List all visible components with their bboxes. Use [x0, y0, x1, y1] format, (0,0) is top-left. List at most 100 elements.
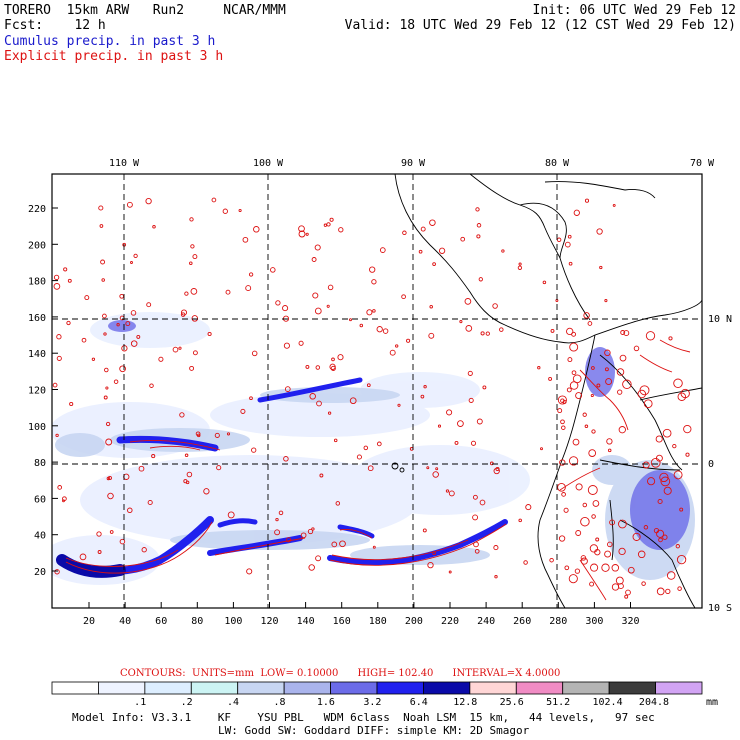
- precip-speck: [492, 303, 498, 309]
- precip-speck: [601, 563, 610, 572]
- precip-speck: [52, 382, 58, 388]
- precip-speck: [550, 328, 555, 333]
- precip-speck: [572, 374, 582, 384]
- lat-label-0: 0: [708, 459, 714, 470]
- precip-speck: [214, 432, 220, 438]
- precip-speck: [275, 517, 279, 522]
- precip-speck: [468, 397, 474, 403]
- precip-speck: [564, 241, 571, 248]
- precip-speck: [339, 540, 346, 548]
- precip-speck: [558, 535, 566, 542]
- precip-speck: [406, 338, 411, 343]
- precip-speck: [312, 292, 319, 299]
- precip-speck: [568, 261, 573, 266]
- precip-speck: [62, 499, 65, 503]
- precip-speck: [196, 433, 201, 438]
- precip-speck: [178, 346, 182, 350]
- precip-speck: [99, 224, 104, 228]
- map-frame: [51, 173, 703, 609]
- precip-speck: [612, 203, 616, 207]
- precip-speck: [523, 560, 528, 565]
- precip-speck: [327, 284, 334, 291]
- precip-speck: [493, 467, 500, 475]
- precip-speck: [119, 293, 125, 299]
- precip-speck: [589, 544, 599, 553]
- precip-speck: [607, 448, 612, 453]
- precip-speck: [596, 228, 603, 235]
- precip-speck: [283, 456, 289, 462]
- precip-speck: [190, 288, 198, 295]
- precip-speck: [305, 232, 309, 236]
- precip-speck: [668, 336, 673, 341]
- precip-speck: [560, 419, 565, 425]
- precip-speck: [69, 401, 74, 407]
- precip-speck: [637, 389, 647, 399]
- precip-speck: [556, 237, 562, 243]
- precip-speck: [189, 365, 195, 371]
- y-tick-label: 60: [34, 494, 46, 505]
- precip-speck: [605, 378, 613, 386]
- precip-speck: [454, 440, 459, 445]
- precip-speck: [305, 364, 310, 369]
- precip-speck: [557, 395, 567, 405]
- colorbar-value: 102.4: [592, 697, 623, 708]
- precip-speck: [604, 550, 612, 558]
- precip-speck: [658, 537, 663, 543]
- precip-speck: [518, 518, 522, 523]
- y-tick-label: 120: [28, 386, 46, 397]
- precip-speck: [567, 357, 573, 363]
- precip-speck: [189, 217, 194, 222]
- precip-speck: [435, 467, 439, 471]
- colorbar-unit: mm: [706, 697, 719, 708]
- precip-speck: [331, 541, 338, 548]
- x-tick-label: 240: [477, 616, 495, 627]
- contours-info: CONTOURS: UNITS=mm LOW= 0.10000 HIGH= 10…: [120, 668, 560, 679]
- precip-speck: [563, 507, 569, 513]
- colorbar: [51, 681, 703, 695]
- precip-speck: [278, 510, 284, 516]
- colorbar-swatch: [283, 681, 331, 695]
- precip-speck: [363, 445, 369, 451]
- colorbar-swatch: [562, 681, 610, 695]
- x-tick-label: 260: [513, 616, 531, 627]
- x-tick-label: 300: [585, 616, 603, 627]
- precip-speck: [645, 331, 656, 341]
- precip-speck: [401, 294, 406, 300]
- precip-speck: [580, 516, 590, 527]
- precip-speck: [56, 334, 62, 340]
- precip-speck: [395, 344, 399, 348]
- precip-speck: [379, 247, 386, 253]
- precip-speck: [356, 454, 362, 460]
- precip-speck: [315, 555, 322, 562]
- x-tick-label: 60: [155, 616, 167, 627]
- precip-speck: [282, 305, 289, 312]
- precip-speck: [540, 447, 543, 451]
- x-tick-label: 40: [119, 616, 131, 627]
- precip-speck: [337, 354, 344, 361]
- precip-speck: [591, 366, 595, 370]
- precip-speck: [567, 234, 572, 239]
- precip-speck: [329, 363, 336, 370]
- precip-speck: [618, 547, 626, 556]
- precip-speck: [557, 408, 563, 414]
- x-tick-label: 100: [224, 616, 242, 627]
- precip-speck: [311, 257, 317, 262]
- precip-speck: [566, 327, 574, 336]
- precip-speck: [420, 226, 426, 232]
- precip-speck: [335, 501, 341, 506]
- precip-speck: [105, 386, 109, 390]
- precip-speck: [647, 477, 656, 486]
- precip-speck: [672, 443, 677, 449]
- precip-speck: [190, 244, 195, 249]
- org-label: NCAR/MMM: [223, 3, 286, 18]
- y-tick-label: 160: [28, 313, 46, 324]
- contours-interval: INTERVAL=X 4.0000: [452, 668, 561, 679]
- precip-speck: [606, 438, 613, 445]
- explicit-contours: [52, 197, 692, 601]
- precip-speck: [622, 379, 632, 390]
- precip-speck: [298, 340, 304, 346]
- precip-speck: [211, 197, 217, 203]
- precip-speck: [588, 449, 597, 457]
- precip-speck: [367, 465, 374, 472]
- precip-speck: [372, 545, 376, 549]
